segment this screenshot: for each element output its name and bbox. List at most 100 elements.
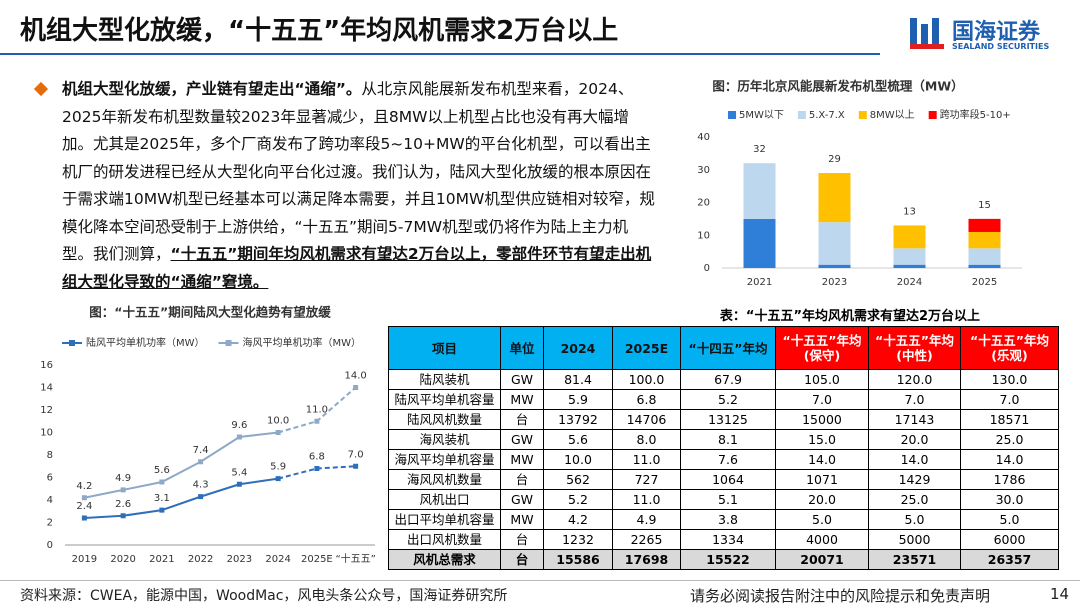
table-cell: 11.0 [612, 449, 681, 470]
table-cell: 1071 [775, 469, 869, 490]
header-line: “十五五”年均 [875, 333, 954, 348]
table-cell: 出口风机数量 [388, 529, 501, 550]
table-cell: 17143 [868, 409, 961, 430]
table-cell: MW [500, 389, 544, 410]
marker [198, 459, 204, 465]
value-label: 4.9 [115, 473, 131, 484]
body-text: 从北京风能展新发布机型来看，2024、2025年新发布机型数量较2023年显著减… [62, 80, 655, 263]
table-cell: 10.0 [543, 449, 613, 470]
table-cell: 台 [500, 529, 544, 550]
table-cell: 17698 [612, 549, 681, 570]
table-cell: 陆风平均单机容量 [388, 389, 501, 410]
legend-swatch [858, 111, 867, 119]
line [84, 477, 279, 519]
table-cell: 6000 [960, 529, 1059, 550]
table-cell: 海风平均单机容量 [388, 449, 501, 470]
y-tick-label: 0 [704, 263, 710, 274]
table-header-cell: 项目 [388, 326, 501, 370]
table-cell: 出口平均单机容量 [388, 509, 501, 530]
table-cell: 15000 [775, 409, 869, 430]
y-tick-label: 0 [47, 540, 53, 551]
table-cell: 5000 [868, 529, 961, 550]
value-label: 7.4 [193, 445, 209, 456]
chart-title: 图：历年北京风能展新发布机型梳理（MW） [712, 79, 963, 94]
marker [120, 513, 126, 519]
table-row: 陆风风机数量台 13792 14706 13125 15000 17143 18571 [388, 409, 1059, 430]
table-cell: 23571 [868, 549, 961, 570]
header-line: (乐观) [991, 348, 1028, 363]
table-cell: 727 [612, 469, 681, 490]
x-tick-label: 2021 [149, 554, 174, 565]
y-tick-label: 20 [697, 198, 710, 209]
table-cell: 7.0 [775, 389, 869, 410]
table-cell: 13125 [680, 409, 776, 430]
bar-segment [893, 225, 926, 249]
total-label: 32 [753, 144, 766, 155]
legend-label: 海风平均单机功率（MW） [243, 336, 362, 349]
marker [314, 418, 320, 424]
table-header-cell: 单位 [500, 326, 544, 370]
marker [81, 495, 87, 501]
total-label: 13 [903, 206, 916, 217]
table-cell: 5.2 [680, 389, 776, 410]
table-row: 风机总需求台 15586 17698 15522 20071 23571 26357 [388, 549, 1059, 570]
y-tick-label: 2 [47, 518, 53, 529]
legend-swatch [928, 111, 937, 119]
bar-segment [743, 163, 776, 219]
y-tick-label: 6 [47, 473, 53, 484]
table-cell: 5.2 [543, 489, 613, 510]
table-cell: 风机总需求 [388, 549, 501, 570]
table-cell: 7.6 [680, 449, 776, 470]
table-cell: 8.1 [680, 429, 776, 450]
marker [353, 463, 359, 469]
marker [236, 481, 242, 487]
table-cell: 1334 [680, 529, 776, 550]
table-header-cell: “十五五”年均 (乐观) [960, 326, 1059, 370]
table-cell: GW [500, 489, 544, 510]
table-cell: 3.8 [680, 509, 776, 530]
value-label: 2.4 [76, 501, 92, 512]
table-cell: 18571 [960, 409, 1059, 430]
table-title: 表：“十五五”年均风机需求有望达2万台以上 [719, 309, 981, 324]
y-tick-label: 40 [697, 132, 710, 143]
table-cell: 20.0 [775, 489, 869, 510]
bar-segment [968, 248, 1001, 265]
y-tick-label: 16 [40, 360, 53, 371]
table-cell: 130.0 [960, 369, 1059, 390]
value-label: 7.0 [348, 449, 364, 460]
table-cell: 105.0 [775, 369, 869, 390]
data-table: 项目 单位 2024 2025E “十四五”年均 “十五五”年均 (保守) “十五五”年均 (中… [388, 326, 1059, 570]
table-cell: 1429 [868, 469, 961, 490]
paragraph: 机组大型化放缓，产业链有望走出“通缩”。从北京风能展新发布机型来看，2024、2… [62, 76, 658, 296]
table-cell: 5.9 [543, 389, 613, 410]
y-tick-label: 14 [40, 383, 53, 394]
table-cell: 6.8 [612, 389, 681, 410]
y-tick-label: 10 [697, 230, 710, 241]
marker [159, 479, 165, 485]
value-label: 6.8 [309, 452, 325, 463]
table-cell: 台 [500, 469, 544, 490]
table-cell: 120.0 [868, 369, 961, 390]
legend-label: 5MW以下 [739, 110, 784, 121]
table-cell: MW [500, 449, 544, 470]
table-cell: 5.0 [960, 509, 1059, 530]
table-row: 风机出口 GW 5.2 11.0 5.1 20.0 25.0 30.0 [388, 489, 1059, 510]
table-cell: GW [500, 429, 544, 450]
table-header-cell: 2025E [612, 326, 681, 370]
value-label: 10.0 [267, 416, 289, 427]
table-cell: 1064 [680, 469, 776, 490]
table-cell: 100.0 [612, 369, 681, 390]
table-cell: 4.2 [543, 509, 613, 530]
bar-segment [968, 231, 1001, 249]
legend-label: 5.X-7.X [809, 110, 845, 121]
header-line: (中性) [896, 348, 933, 363]
table-cell: 81.4 [543, 369, 613, 390]
table-cell: GW [500, 369, 544, 390]
table-cell: 5.0 [775, 509, 869, 530]
legend-swatch [728, 111, 736, 119]
table-cell: 25.0 [868, 489, 961, 510]
x-tick-label: 2025E [301, 554, 333, 565]
table-cell: 30.0 [960, 489, 1059, 510]
y-tick-label: 4 [47, 495, 53, 506]
